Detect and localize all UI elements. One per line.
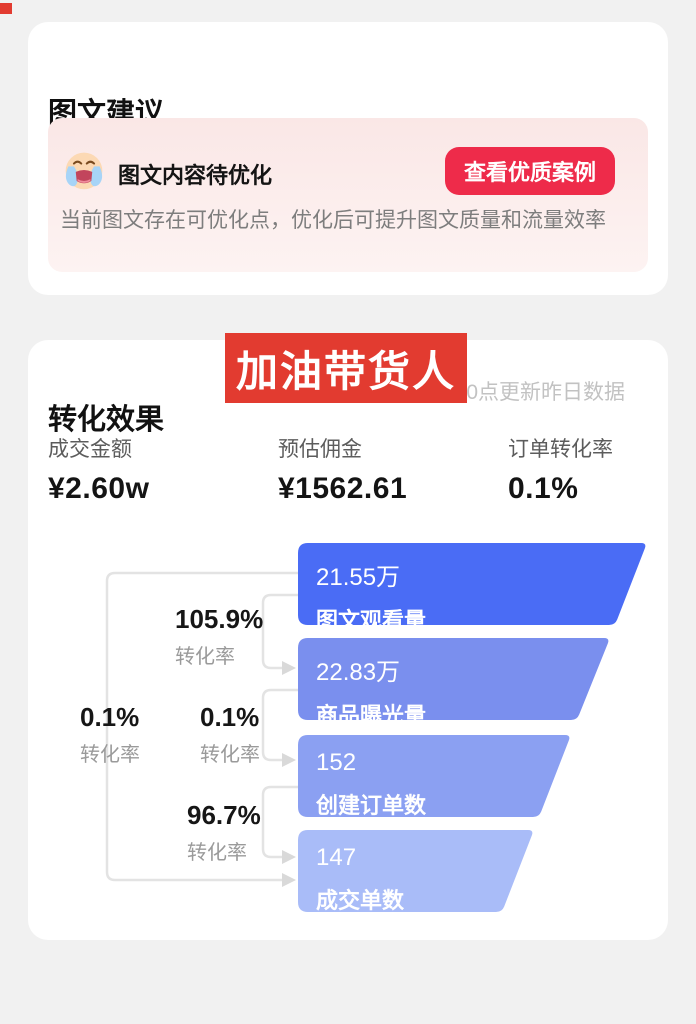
rate-value: 0.1% [80,702,140,732]
metric-value: ¥1562.61 [278,472,408,505]
stage-value: 22.83万 [316,659,401,686]
crying-face-icon [62,148,106,192]
connector-overall [105,571,298,882]
rate-caption: 转化率 [175,646,235,668]
funnel-bar-created-orders [298,735,570,817]
stage-value: 147 [316,844,357,871]
rate-caption: 转化率 [187,842,247,864]
funnel-stage-deals: 147 成交单数 [316,844,404,915]
stage-label: 创建订单数 [316,793,427,818]
funnel-stage-created-orders: 152 创建订单数 [316,749,426,820]
stage-value: 21.55万 [316,564,401,591]
conversion-funnel-chart [105,543,646,912]
connector-step-3 [261,785,298,859]
funnel-bar-views [298,543,646,625]
metric-commission: 预估佣金 ¥1562.61 [278,433,407,506]
rate-caption: 转化率 [200,744,260,766]
stage-label: 图文观看量 [316,608,427,633]
metric-order-conversion: 订单转化率 0.1% [508,433,613,506]
arrow-icon [282,850,296,864]
metric-gmv: 成交金额 ¥2.60w [48,433,149,506]
cheer-banner-sticker: 加油带货人 [225,333,467,403]
connector-arrowheads [282,661,296,887]
rate-caption: 转化率 [80,744,140,766]
cheer-banner-text: 加油带货人 [235,347,456,395]
optimize-alert-card: 图文内容待优化 查看优质案例 当前图文存在可优化点，优化后可提升图文质量和流量效… [48,118,648,272]
metric-label: 预估佣金 [278,438,362,461]
alert-description: 当前图文存在可优化点，优化后可提升图文质量和流量效率 [60,209,606,232]
funnel-bar-exposure [298,638,609,720]
arrow-icon [282,873,296,887]
alert-title: 图文内容待优化 [118,163,273,188]
connector-step-2 [261,688,298,762]
conversion-card-title: 转化效果 [48,404,165,437]
stage-value: 152 [316,749,357,776]
metric-value: ¥2.60w [48,472,150,505]
connector-step-1 [261,593,298,670]
suggestion-card: 图文建议 图文内容待优化 查看优质案例 当前图文存在可优化点，优化后可提升图文质… [28,22,668,295]
rate-views-to-exposure: 105.9% 转化率 [175,604,263,669]
corner-red-mark [0,3,12,14]
metric-label: 订单转化率 [508,438,613,461]
rate-overall: 0.1% 转化率 [80,702,140,767]
arrow-icon [282,661,296,675]
metric-value: 0.1% [508,472,579,505]
arrow-icon [282,753,296,767]
stage-label: 商品曝光量 [316,703,427,728]
funnel-stage-exposure: 22.83万 商品曝光量 [316,652,426,730]
rate-value: 0.1% [200,702,260,732]
metric-label: 成交金额 [48,438,132,461]
rate-value: 96.7% [187,800,261,830]
view-best-cases-button[interactable]: 查看优质案例 [444,147,615,195]
rate-value: 105.9% [175,604,264,634]
funnel-connectors [105,571,298,882]
funnel-bar-deals [298,830,533,912]
rate-orders-to-deals: 96.7% 转化率 [187,800,261,865]
rate-exposure-to-orders: 0.1% 转化率 [200,702,260,767]
stage-label: 成交单数 [316,888,405,913]
funnel-stage-views: 21.55万 图文观看量 [316,557,426,635]
